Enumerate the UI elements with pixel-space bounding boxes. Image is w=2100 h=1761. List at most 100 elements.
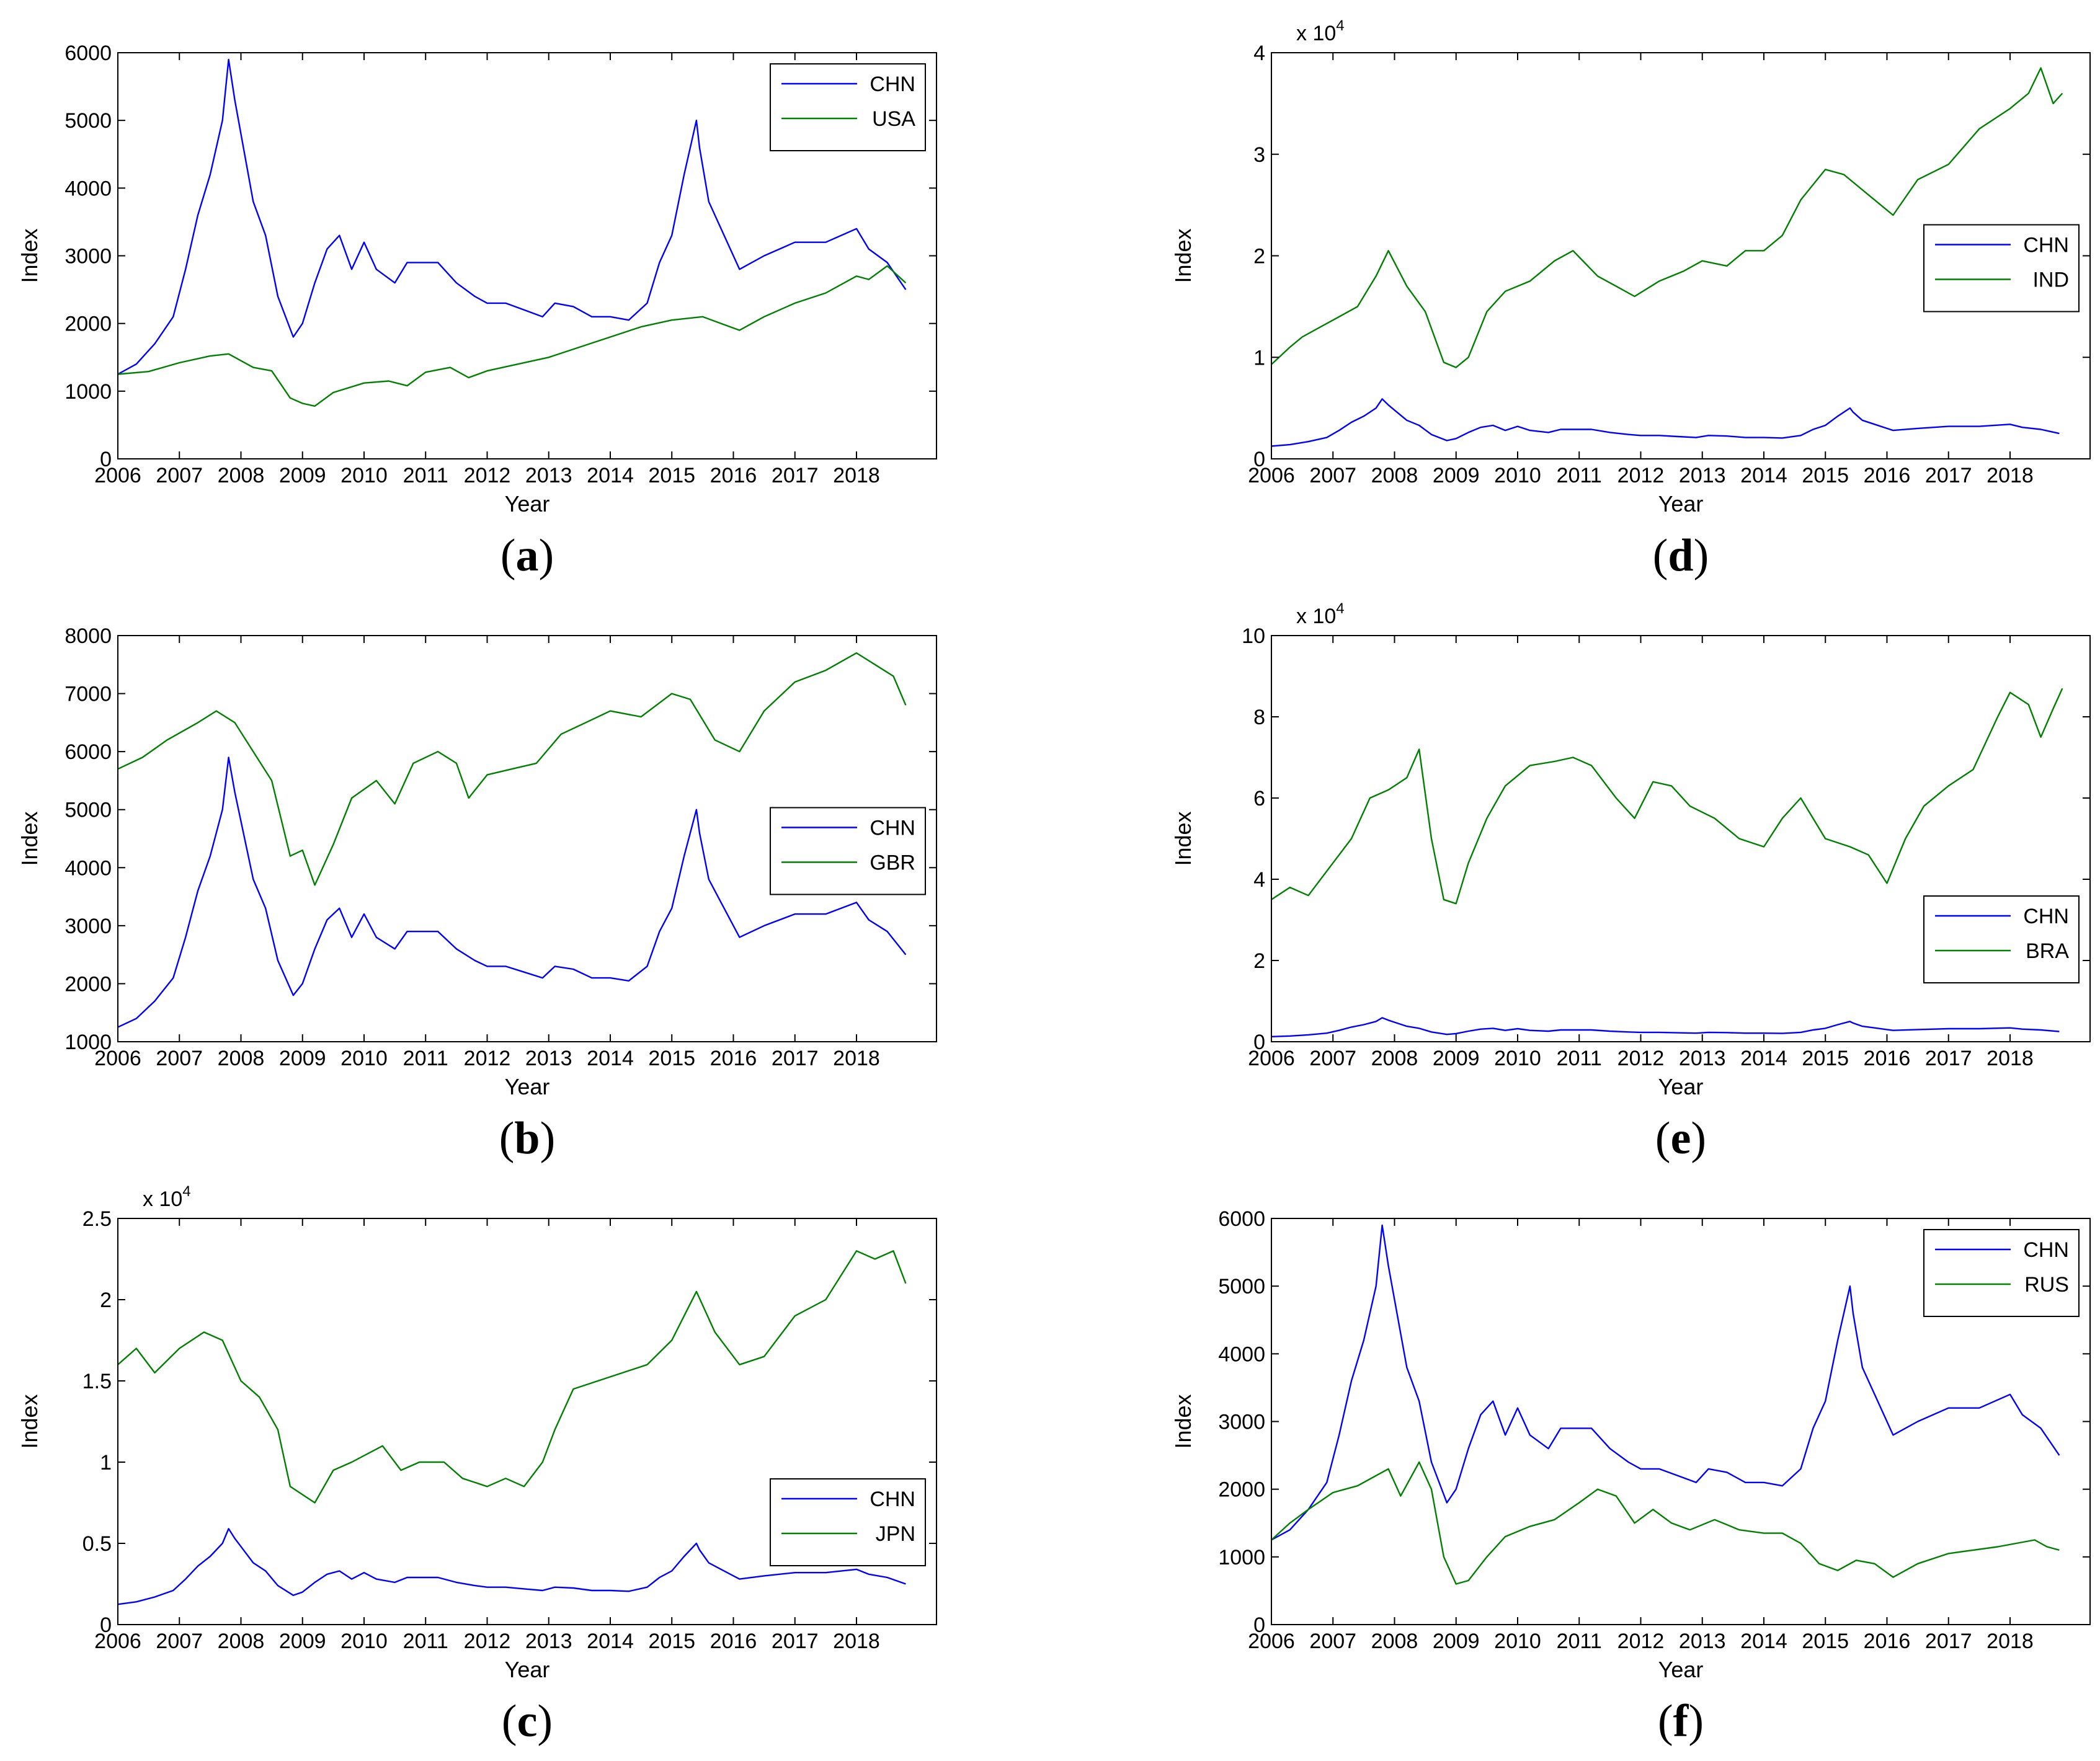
y-exponent-base: x 10 bbox=[143, 1187, 182, 1211]
y-tick-label: 2000 bbox=[65, 313, 112, 336]
y-tick-label: 6000 bbox=[1218, 1207, 1265, 1231]
x-tick-label: 2008 bbox=[218, 1630, 265, 1653]
x-tick-label: 2015 bbox=[648, 1630, 695, 1653]
y-tick-label: 1.5 bbox=[82, 1370, 112, 1393]
x-tick-label: 2012 bbox=[1617, 1630, 1665, 1653]
x-tick-label: 2009 bbox=[1433, 1630, 1480, 1653]
caption-open-paren: ( bbox=[1655, 1113, 1671, 1164]
caption-open-paren: ( bbox=[502, 1696, 517, 1747]
y-axis-label: Index bbox=[17, 228, 42, 283]
x-axis-label: Year bbox=[1658, 1074, 1704, 1099]
legend: CHN RUS bbox=[1923, 1229, 2080, 1317]
legend: CHN USA bbox=[770, 63, 926, 151]
chart-svg: 2006 2007 2008 2009 2010 2011 2012 2013 2014 2015… bbox=[17, 1183, 937, 1747]
series-group bbox=[1271, 688, 2063, 1037]
y-tick-label: 10 bbox=[1242, 624, 1265, 648]
x-tick-label: 2013 bbox=[1679, 464, 1726, 487]
panel-caption: (c) bbox=[502, 1696, 553, 1747]
y-tick-label: 2 bbox=[1253, 949, 1265, 973]
y-axis-label: Index bbox=[1170, 811, 1196, 866]
y-tick-label: 4000 bbox=[1218, 1342, 1265, 1366]
chart-panel-b: 2006 2007 2008 2009 2010 2011 2012 2013 2014 2015… bbox=[0, 583, 968, 1166]
x-tick-label: 2018 bbox=[833, 1630, 880, 1653]
x-tick-label: 2017 bbox=[1925, 1047, 1972, 1070]
y-tick-label: 3 bbox=[1253, 143, 1265, 167]
x-tick-label: 2007 bbox=[156, 1630, 203, 1653]
caption-letter: b bbox=[514, 1113, 540, 1164]
y-exponent-base: x 10 bbox=[1296, 605, 1336, 628]
y-exponent-label: x 104 bbox=[1296, 17, 1345, 45]
x-tick-label: 2015 bbox=[1802, 1630, 1849, 1653]
y-tick-label: 3000 bbox=[65, 245, 112, 268]
chart-panel-c: 2006 2007 2008 2009 2010 2011 2012 2013 2014 2015… bbox=[0, 1166, 968, 1749]
y-tick-label: 2 bbox=[100, 1289, 112, 1312]
chart-panel-d: 2006 2007 2008 2009 2010 2011 2012 2013 2014 2015… bbox=[1154, 0, 2100, 583]
caption-close-paren: ) bbox=[540, 1113, 556, 1164]
y-tick-label: 1000 bbox=[65, 1031, 112, 1054]
legend-label-chn: CHN bbox=[2023, 1238, 2069, 1262]
panel-caption: (d) bbox=[1653, 530, 1709, 581]
x-tick-label: 2011 bbox=[403, 1047, 448, 1070]
legend-label-bra: BRA bbox=[2026, 939, 2069, 963]
legend-box bbox=[1923, 895, 2080, 983]
chart-svg: 2006 2007 2008 2009 2010 2011 2012 2013 2014 2015… bbox=[17, 624, 937, 1164]
x-tick-label: 2012 bbox=[464, 464, 511, 487]
y-tick-label: 2000 bbox=[65, 972, 112, 996]
x-tick-label: 2009 bbox=[1433, 1047, 1480, 1070]
series-group bbox=[1271, 67, 2063, 447]
y-tick-label: 1 bbox=[1253, 346, 1265, 370]
caption-close-paren: ) bbox=[1694, 530, 1709, 581]
series-group bbox=[1271, 1224, 2060, 1585]
y-tick-label: 6 bbox=[1253, 787, 1265, 810]
y-tick-label: 4000 bbox=[65, 856, 112, 880]
plot-frame bbox=[117, 1218, 937, 1625]
series-group bbox=[117, 1250, 907, 1605]
x-tick-label: 2006 bbox=[1248, 1047, 1295, 1070]
x-tick-label: 2011 bbox=[1557, 1630, 1602, 1653]
x-tick-label: 2008 bbox=[1371, 1047, 1418, 1070]
x-tick-label: 2012 bbox=[1617, 1047, 1665, 1070]
x-tick-label: 2011 bbox=[1557, 464, 1602, 487]
x-tick-label: 2011 bbox=[403, 1630, 448, 1653]
caption-close-paren: ) bbox=[1691, 1113, 1706, 1164]
y-exponent-label: x 104 bbox=[143, 1183, 191, 1211]
y-axis-label: Index bbox=[1170, 228, 1196, 283]
y-tick-label: 0 bbox=[1253, 448, 1265, 471]
x-tick-label: 2010 bbox=[1494, 1047, 1541, 1070]
legend-label-ind: IND bbox=[2032, 268, 2069, 292]
x-axis-label: Year bbox=[1658, 491, 1704, 517]
x-tick-label: 2006 bbox=[94, 464, 141, 487]
caption-open-paren: ( bbox=[1653, 530, 1668, 581]
y-axis-label: Index bbox=[1170, 1394, 1196, 1448]
x-tick-label: 2013 bbox=[525, 1047, 572, 1070]
legend: CHN BRA bbox=[1923, 895, 2080, 983]
y-exponent-power: 4 bbox=[1336, 600, 1344, 617]
x-tick-label: 2013 bbox=[1679, 1630, 1726, 1653]
legend-label-usa: USA bbox=[872, 107, 915, 131]
series-group bbox=[117, 652, 907, 1028]
x-tick-label: 2012 bbox=[464, 1630, 511, 1653]
y-exponent-label: x 104 bbox=[1296, 600, 1345, 628]
legend-box bbox=[770, 807, 926, 895]
y-exponent-power: 4 bbox=[182, 1183, 190, 1200]
x-tick-label: 2017 bbox=[772, 464, 819, 487]
x-tick-label: 2013 bbox=[525, 1630, 572, 1653]
x-tick-label: 2006 bbox=[1248, 1630, 1295, 1653]
x-tick-label: 2014 bbox=[1740, 464, 1787, 487]
panel-caption: (e) bbox=[1655, 1113, 1706, 1164]
series-line-chn bbox=[1271, 1224, 2060, 1541]
legend-label-rus: RUS bbox=[2024, 1273, 2069, 1297]
y-tick-label: 5000 bbox=[65, 109, 112, 133]
caption-letter: c bbox=[517, 1696, 538, 1747]
chart-panel-f: 2006 2007 2008 2009 2010 2011 2012 2013 2014 2015… bbox=[1154, 1166, 2100, 1749]
panel-caption: (b) bbox=[499, 1113, 555, 1164]
chart-panel-e: 2006 2007 2008 2009 2010 2011 2012 2013 2014 2015… bbox=[1154, 583, 2100, 1166]
y-tick-label: 2000 bbox=[1218, 1478, 1265, 1502]
x-tick-label: 2018 bbox=[833, 464, 880, 487]
x-tick-label: 2018 bbox=[1987, 464, 2034, 487]
x-tick-label: 2013 bbox=[1679, 1047, 1726, 1070]
x-tick-label: 2011 bbox=[1557, 1047, 1602, 1070]
y-tick-label: 6000 bbox=[65, 740, 112, 764]
caption-open-paren: ( bbox=[1658, 1696, 1673, 1747]
y-tick-label: 0 bbox=[1253, 1031, 1265, 1054]
